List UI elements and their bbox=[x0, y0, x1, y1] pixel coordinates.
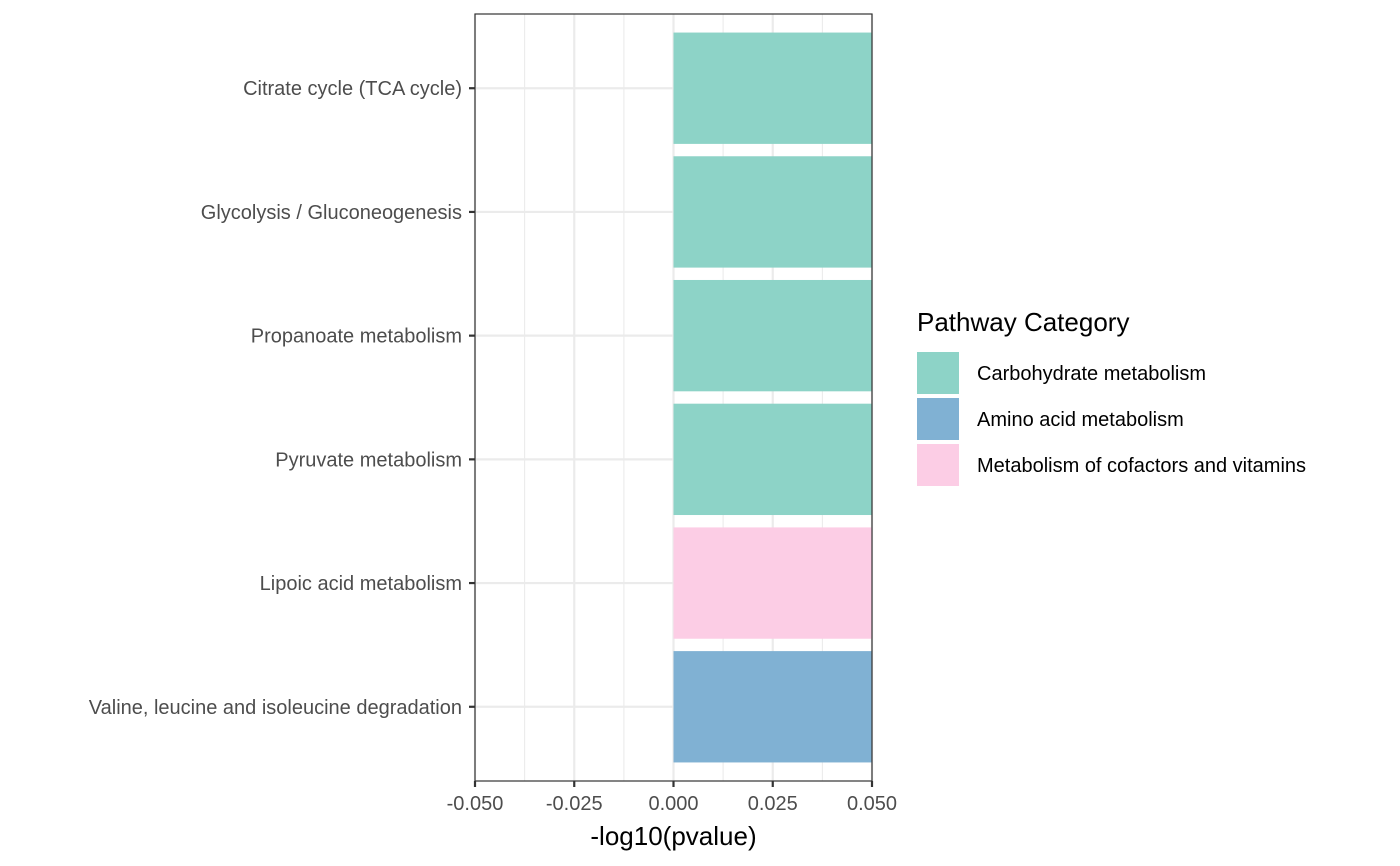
legend: Pathway Category Carbohydrate metabolism… bbox=[917, 307, 1306, 486]
bar bbox=[673, 651, 872, 763]
legend-label: Amino acid metabolism bbox=[977, 409, 1184, 431]
y-tick-label: Glycolysis / Gluconeogenesis bbox=[201, 202, 462, 224]
legend-label: Metabolism of cofactors and vitamins bbox=[977, 455, 1306, 477]
x-axis-title: -log10(pvalue) bbox=[590, 821, 756, 851]
y-tick-label: Valine, leucine and isoleucine degradati… bbox=[89, 697, 462, 719]
legend-key bbox=[917, 398, 959, 440]
x-tick-label: 0.050 bbox=[847, 793, 897, 815]
y-tick-label: Propanoate metabolism bbox=[251, 326, 462, 348]
legend-key bbox=[917, 352, 959, 394]
bar bbox=[673, 279, 872, 392]
y-tick-label: Lipoic acid metabolism bbox=[260, 573, 462, 595]
y-tick-label: Pyruvate metabolism bbox=[275, 449, 462, 471]
x-tick-label: -0.050 bbox=[447, 793, 504, 815]
bar bbox=[673, 527, 872, 639]
x-tick-label: -0.025 bbox=[546, 793, 603, 815]
y-tick-label: Citrate cycle (TCA cycle) bbox=[243, 78, 462, 100]
legend-title: Pathway Category bbox=[917, 307, 1129, 337]
legend-key bbox=[917, 444, 959, 486]
bar bbox=[673, 32, 872, 144]
bar bbox=[673, 156, 872, 268]
bars bbox=[673, 32, 872, 763]
bar bbox=[673, 403, 872, 516]
legend-label: Carbohydrate metabolism bbox=[977, 363, 1206, 385]
axes: Citrate cycle (TCA cycle) Glycolysis / Gl… bbox=[89, 78, 897, 815]
x-tick-label: 0.000 bbox=[648, 793, 698, 815]
x-tick-label: 0.025 bbox=[748, 793, 798, 815]
